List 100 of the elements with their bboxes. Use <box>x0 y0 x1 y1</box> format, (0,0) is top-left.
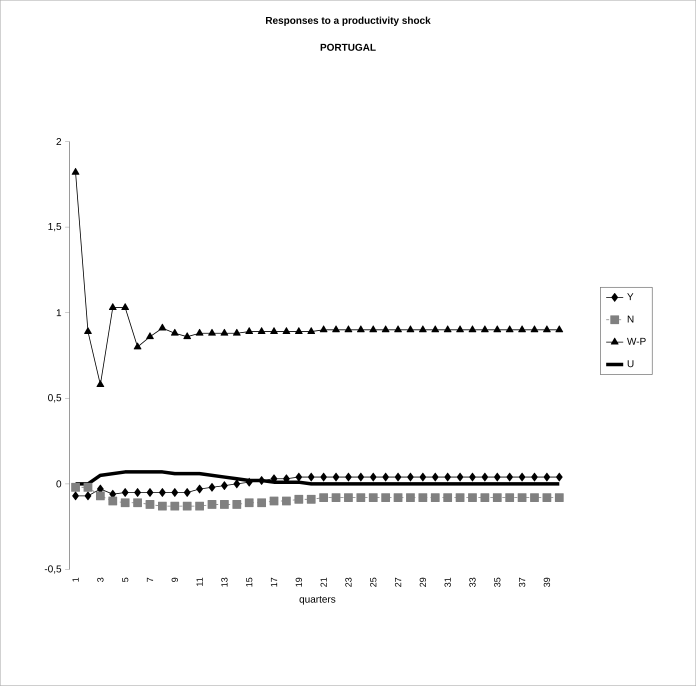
point <box>356 325 365 332</box>
point <box>158 502 167 511</box>
point <box>182 502 192 511</box>
point <box>530 325 538 332</box>
point <box>530 493 539 502</box>
point <box>158 488 166 497</box>
point <box>96 492 105 500</box>
point <box>108 496 118 506</box>
point <box>122 488 129 497</box>
point <box>394 493 402 502</box>
x-tick-label: 31 <box>444 578 451 587</box>
point <box>208 500 216 509</box>
point <box>543 472 550 482</box>
y-tick-label: -0,5 <box>44 565 62 574</box>
legend-label: N <box>628 316 634 322</box>
point <box>332 472 340 482</box>
point <box>72 492 79 500</box>
x-tick-label: 11 <box>196 578 203 586</box>
point <box>158 324 166 331</box>
point <box>195 502 204 511</box>
point <box>308 472 315 482</box>
point <box>444 325 452 332</box>
legend-label: W-P <box>627 338 646 345</box>
point <box>443 493 452 502</box>
point <box>518 493 526 502</box>
point <box>133 498 142 508</box>
point <box>357 472 364 482</box>
point <box>146 332 154 340</box>
point <box>171 488 178 497</box>
point <box>394 472 402 482</box>
x-tick-label: 9 <box>172 578 178 582</box>
x-tick-label: 1 <box>72 578 79 582</box>
point <box>344 325 352 332</box>
y-tick-label: 0 <box>56 480 62 488</box>
point <box>170 502 180 511</box>
point <box>370 472 377 482</box>
point <box>492 493 502 502</box>
x-tick-label: 33 <box>469 578 476 587</box>
point <box>468 325 476 332</box>
point <box>258 476 266 485</box>
point <box>406 325 414 332</box>
y-tick-label: 1,5 <box>48 223 62 232</box>
point <box>505 493 514 502</box>
chart-title: Responses to a productivity shock <box>266 16 431 26</box>
point <box>196 328 204 336</box>
point <box>220 328 228 336</box>
point <box>72 168 80 175</box>
point <box>246 478 253 487</box>
point <box>481 325 489 332</box>
point <box>270 327 278 334</box>
point <box>257 498 266 508</box>
point <box>282 496 291 506</box>
point <box>332 493 340 502</box>
x-tick-label: 39 <box>544 578 550 587</box>
point <box>294 327 303 334</box>
point <box>494 472 501 482</box>
x-tick-label: 13 <box>221 578 228 587</box>
point <box>220 500 229 509</box>
point <box>146 500 154 509</box>
point <box>108 303 117 310</box>
x-tick-label: 7 <box>146 578 154 582</box>
point <box>456 325 464 332</box>
x-tick-label: 19 <box>296 578 302 587</box>
point <box>332 325 340 332</box>
point <box>196 484 203 494</box>
point <box>368 493 378 502</box>
point <box>146 488 154 497</box>
x-axis-title: quarters <box>300 596 336 605</box>
point <box>418 493 428 502</box>
point <box>430 493 440 502</box>
point <box>245 327 254 334</box>
point <box>432 472 439 482</box>
point <box>345 472 352 482</box>
point <box>233 480 240 488</box>
x-tick-label: 37 <box>518 578 526 587</box>
point <box>232 328 241 336</box>
point <box>493 325 502 332</box>
x-tick-label: 23 <box>345 578 352 587</box>
point <box>468 493 477 502</box>
point <box>84 327 92 334</box>
x-tick-label: 5 <box>122 578 128 582</box>
point <box>382 472 390 482</box>
point <box>456 493 464 502</box>
point <box>381 493 390 502</box>
point <box>506 472 514 482</box>
point <box>134 488 141 497</box>
point <box>419 325 427 332</box>
point <box>369 325 378 332</box>
legend-label: Y <box>627 293 634 300</box>
point <box>258 327 266 334</box>
point <box>270 496 278 506</box>
point <box>356 493 366 502</box>
point <box>518 472 526 482</box>
point <box>306 494 316 504</box>
point <box>71 482 80 492</box>
point <box>208 328 216 336</box>
point <box>320 325 328 332</box>
point <box>120 498 130 508</box>
point <box>84 482 92 492</box>
point <box>456 472 464 482</box>
